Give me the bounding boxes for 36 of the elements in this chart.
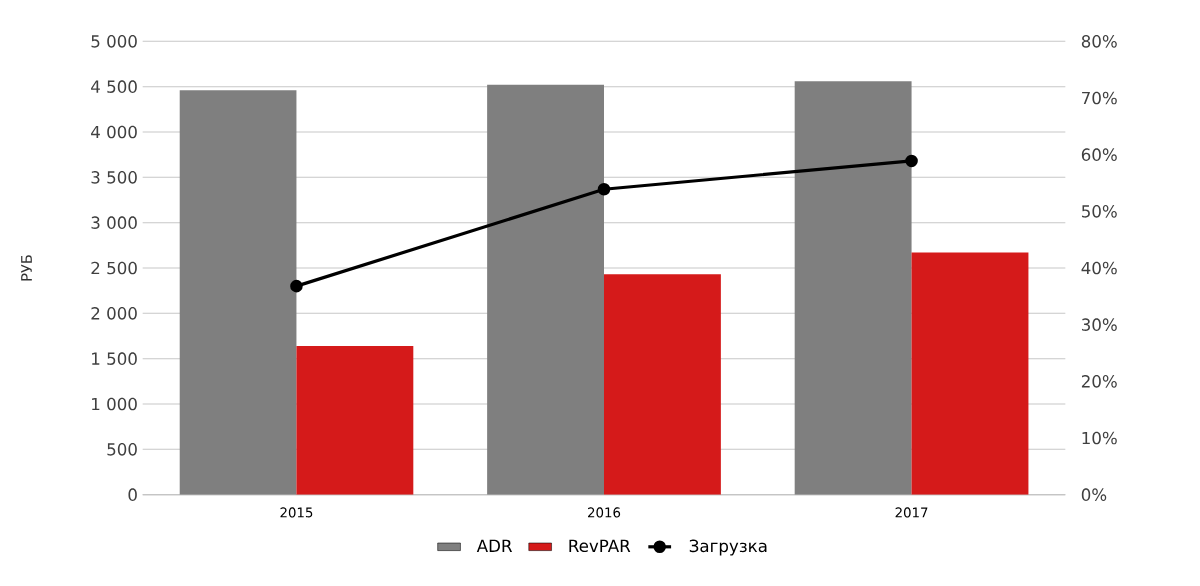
bar (179, 90, 297, 495)
y2-tick-label: 10% (1082, 431, 1117, 445)
y-tick-label: 3 500 (91, 171, 137, 184)
y2-tick-label: 0% (1081, 488, 1107, 501)
y2-tick-label: 20% (1081, 375, 1117, 388)
y-tick-label: 2 500 (91, 261, 137, 275)
y-tick-label: 4 500 (91, 80, 137, 93)
bar (487, 84, 604, 495)
point (597, 182, 611, 196)
legend-label: Загрузка (689, 539, 767, 556)
y-tick-label: 1 000 (92, 397, 137, 411)
y2-tick-label: 80% (1081, 35, 1117, 48)
legend-label: ADR (476, 539, 513, 552)
y-axis-title: РУБ (21, 255, 32, 281)
legend-label: RevPAR (569, 539, 631, 553)
y-tick-label: 3 000 (91, 216, 137, 229)
x-tick-label: 2015 (280, 507, 313, 518)
y2-tick-label: 70% (1082, 91, 1117, 105)
bar (296, 345, 414, 495)
y-tick-label: 0 (128, 488, 137, 501)
point (290, 279, 303, 293)
y2-tick-label: 40% (1081, 261, 1117, 275)
bar (911, 252, 1029, 495)
y2-tick-label: 30% (1081, 318, 1117, 331)
y-tick-label: 4 000 (91, 125, 137, 139)
y-tick-label: 5 000 (91, 35, 137, 48)
y2-tick-label: 60% (1081, 148, 1117, 161)
y-tick-label: 2 000 (91, 307, 137, 320)
y-tick-label: 1 500 (92, 352, 137, 365)
bar (794, 81, 912, 495)
y2-tick-label: 50% (1081, 205, 1117, 218)
x-tick-label: 2017 (895, 507, 928, 518)
point (905, 154, 918, 168)
y-tick-label: 500 (107, 443, 137, 456)
x-tick-label: 2016 (588, 507, 621, 518)
bar (604, 274, 721, 495)
